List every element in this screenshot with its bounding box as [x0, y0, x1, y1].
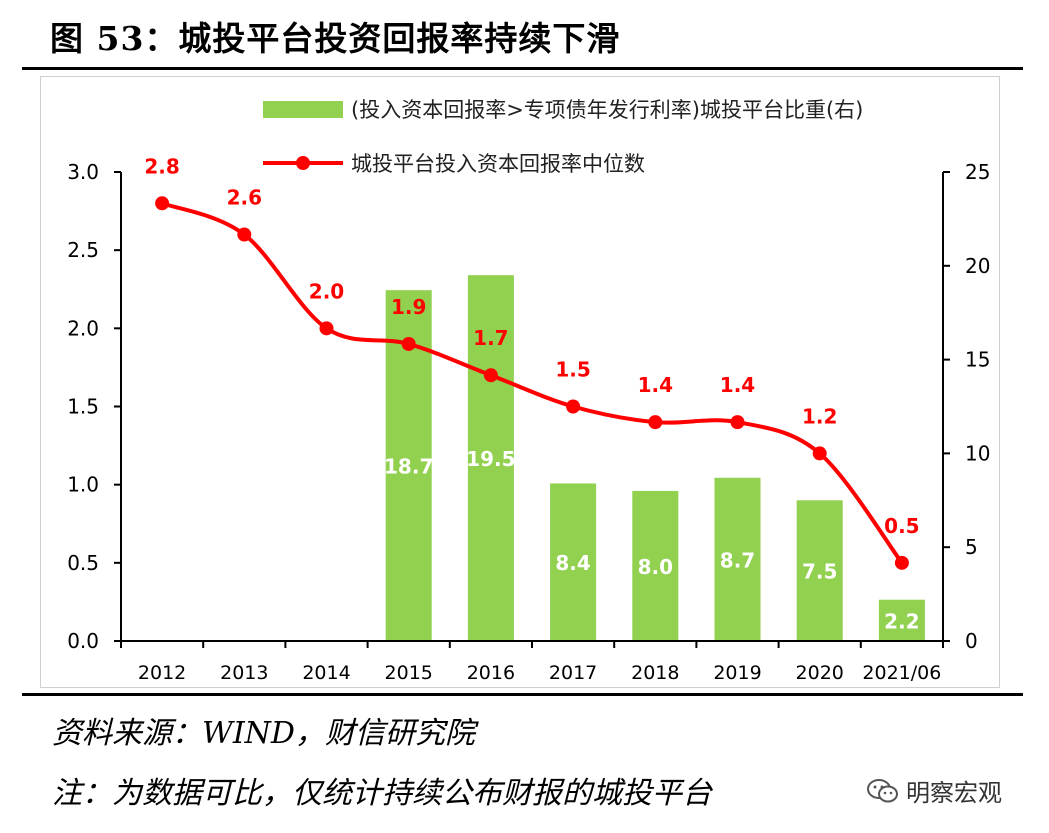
x-tick-label: 2018: [631, 662, 679, 684]
x-tick-label: 2012: [138, 662, 186, 684]
bar-data-label: 8.0: [638, 555, 673, 579]
line-data-label: 1.4: [638, 373, 673, 397]
y-left-tick-label: 2.5: [67, 238, 99, 262]
watermark: 明察宏观: [866, 773, 1002, 808]
line-data-label: 1.9: [391, 295, 426, 319]
x-tick-label: 2021/06: [862, 662, 941, 684]
line-data-label: 1.4: [720, 373, 755, 397]
legend-bar-swatch: [263, 101, 343, 118]
y-right-tick-label: 25: [965, 160, 990, 184]
x-tick-label: 2016: [467, 662, 515, 684]
line-point-2012: [155, 196, 170, 211]
bar-2016: [467, 275, 514, 641]
y-left-tick-label: 3.0: [67, 160, 99, 184]
legend-line-marker: [296, 156, 310, 170]
y-right-tick-label: 10: [965, 441, 990, 465]
chart-svg: 0.0 0.5 1.0 1.5 2.0 2.5 3.0 0 5 10 15 20 25 2012 2013 2…: [67, 98, 990, 684]
x-tick-label: 2020: [796, 662, 844, 684]
line-point-2021/06: [894, 555, 909, 570]
legend-bar-label: (投入资本回报率>专项债年发行利率)城投平台比重(右): [351, 98, 863, 122]
line-point-2019: [730, 415, 745, 430]
x-tick-label: 2014: [302, 662, 350, 684]
line-point-2017: [566, 399, 581, 414]
y-left-tick-label: 1.0: [67, 473, 99, 497]
line-point-2014: [319, 321, 334, 336]
legend-line-label: 城投平台投入资本回报率中位数: [351, 152, 645, 176]
y-left-tick-label: 1.5: [67, 395, 99, 419]
line-point-2020: [812, 446, 827, 461]
x-tick-label: 2013: [220, 662, 268, 684]
bar-2020: [796, 500, 843, 641]
x-tick-label: 2019: [713, 662, 761, 684]
line-point-2018: [648, 415, 663, 430]
line-data-label: 1.2: [802, 404, 837, 428]
source-note: 资料来源：WIND，财信研究院: [52, 716, 475, 751]
y-right-tick-label: 20: [965, 254, 990, 278]
y-right-tick-label: 5: [965, 535, 978, 559]
top-rule: [22, 67, 1023, 70]
line-point-2015: [401, 336, 416, 351]
y-right-tick-label: 0: [965, 629, 978, 653]
watermark-text: 明察宏观: [906, 779, 1002, 807]
bar-data-label: 7.5: [802, 560, 837, 584]
line-point-2013: [237, 227, 252, 242]
line-data-label: 2.0: [309, 279, 344, 303]
line-data-label: 1.7: [473, 326, 508, 350]
bar-data-label: 8.4: [555, 551, 590, 575]
bar-2019: [714, 477, 761, 641]
bar-2017: [550, 483, 597, 641]
line-point-2016: [483, 368, 498, 383]
bar-data-label: 8.7: [720, 548, 755, 572]
x-tick-label: 2017: [549, 662, 597, 684]
bar-2021/06: [878, 599, 925, 641]
bar-data-label: 2.2: [884, 609, 919, 633]
bar-2018: [632, 490, 679, 641]
line-data-label: 0.5: [884, 514, 919, 538]
y-left-tick-label: 0.5: [67, 551, 99, 575]
bar-data-label: 19.5: [466, 447, 515, 471]
line-data-label: 2.8: [144, 154, 179, 178]
footnote: 注：为数据可比，仅统计持续公布财报的城投平台: [52, 776, 712, 811]
line-data-label: 1.5: [555, 358, 590, 382]
y-left-tick-label: 2.0: [67, 316, 99, 340]
y-left-tick-label: 0.0: [67, 629, 99, 653]
bottom-rule: [22, 693, 1023, 696]
chart-frame: 0.0 0.5 1.0 1.5 2.0 2.5 3.0 0 5 10 15 20 25 2012 2013 2…: [40, 76, 1000, 688]
y-right-tick-label: 15: [965, 348, 990, 372]
line-data-label: 2.6: [227, 186, 262, 210]
line-series-path: [161, 201, 904, 565]
bar-data-label: 18.7: [384, 455, 433, 479]
x-tick-label: 2015: [385, 662, 433, 684]
wechat-icon: [867, 778, 898, 802]
figure-title: 图 53：城投平台投资回报率持续下滑: [50, 19, 621, 58]
